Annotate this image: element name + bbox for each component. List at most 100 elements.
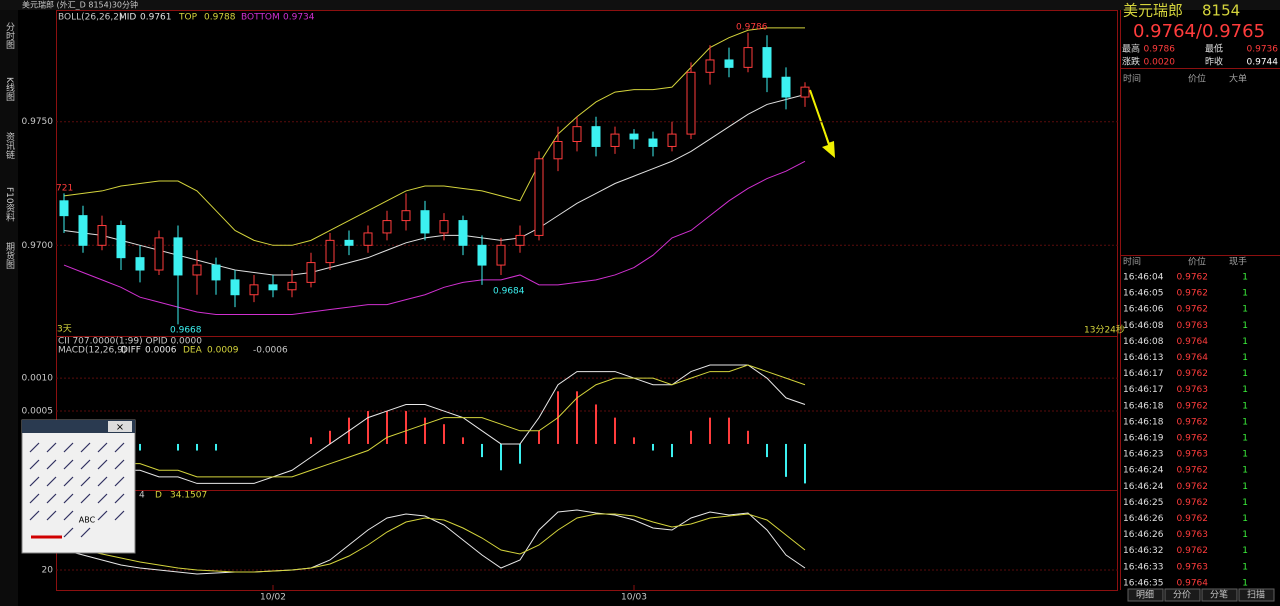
candle-body — [686, 71, 696, 135]
tick-price: 0.9762 — [1177, 466, 1209, 476]
tool-icon[interactable] — [114, 459, 125, 470]
tick-volume: 1 — [1242, 369, 1248, 379]
tool-icon[interactable] — [46, 510, 57, 521]
tick-time: 16:46:17 — [1123, 369, 1163, 379]
tool-icon[interactable] — [46, 476, 57, 487]
bottom-tab-label[interactable]: 明细 — [1136, 589, 1154, 601]
legend-title: BOLL(26,26,2) — [58, 13, 123, 23]
tool-icon[interactable] — [80, 442, 91, 453]
stat-label: 最高 — [1122, 43, 1140, 55]
tool-icon[interactable] — [29, 493, 40, 504]
y-tick-label: 0.9700 — [22, 241, 54, 251]
tool-icon[interactable] — [80, 527, 91, 538]
arrow — [809, 89, 832, 151]
candle-body — [515, 234, 525, 246]
bottom-tab-label[interactable]: 分价 — [1173, 590, 1191, 601]
toolbar-window — [21, 419, 136, 554]
bottom-tab[interactable] — [1127, 588, 1164, 602]
tick-time: 16:46:32 — [1123, 546, 1163, 556]
tool-icon[interactable] — [114, 493, 125, 504]
tool-icon[interactable] — [63, 476, 74, 487]
tool-icon[interactable] — [63, 510, 74, 521]
tool-icon[interactable] — [80, 476, 91, 487]
tool-icon[interactable] — [46, 459, 57, 470]
tool-icon[interactable] — [29, 476, 40, 487]
legend-fragment: 4 — [139, 491, 145, 501]
tick-volume: 1 — [1242, 546, 1248, 556]
tool-icon[interactable] — [63, 442, 74, 453]
side-tab[interactable]: 期货图 — [4, 242, 15, 270]
tick-time: 16:46:19 — [1123, 434, 1164, 444]
candle-body — [591, 126, 601, 147]
y-tick-label: 0.9750 — [22, 117, 54, 127]
tool-icon[interactable] — [97, 442, 108, 453]
bottom-tab[interactable] — [1201, 588, 1238, 602]
side-tab[interactable]: 分时图 — [4, 22, 15, 50]
candle-body — [420, 210, 430, 234]
candle-body — [325, 239, 335, 264]
tick-volume: 1 — [1242, 321, 1248, 331]
tick-volume: 1 — [1242, 337, 1248, 347]
tool-icon[interactable] — [97, 459, 108, 470]
tool-icon[interactable] — [63, 527, 74, 538]
candle-body — [724, 59, 734, 68]
side-tab[interactable]: 资讯链 — [4, 132, 15, 160]
tool-icon[interactable] — [114, 442, 125, 453]
column-header: 价位 — [1188, 256, 1206, 268]
candle-body — [762, 47, 772, 78]
price-annotation: 0.9668 — [170, 326, 202, 336]
price-annotation: 721 — [56, 184, 73, 194]
text-tool[interactable]: ABC — [79, 516, 96, 525]
tick-volume: 1 — [1242, 417, 1248, 427]
legend-value: 0.9788 — [204, 13, 236, 23]
side-tab[interactable]: K线图 — [4, 77, 15, 102]
stat-value: 0.9736 — [1247, 45, 1279, 55]
tick-price: 0.9763 — [1177, 562, 1209, 572]
stat-label: 涨跌 — [1122, 57, 1140, 68]
tool-icon[interactable] — [46, 493, 57, 504]
close-button[interactable] — [108, 421, 132, 432]
indicator-line — [63, 513, 806, 573]
tool-icon[interactable] — [29, 442, 40, 453]
tick-time: 16:46:08 — [1123, 321, 1164, 331]
tool-icon[interactable] — [97, 476, 108, 487]
bottom-tab-label[interactable]: 分笔 — [1210, 589, 1228, 601]
x-tick-label: 10/03 — [621, 593, 647, 603]
side-tab[interactable]: F10资料 — [4, 187, 15, 223]
tool-icon[interactable] — [114, 510, 125, 521]
tool-icon[interactable] — [97, 510, 108, 521]
tool-icon[interactable] — [80, 459, 91, 470]
candle-body — [705, 59, 715, 73]
tool-icon[interactable] — [29, 459, 40, 470]
tick-time: 16:46:13 — [1123, 353, 1163, 363]
candle-body — [477, 244, 487, 266]
price-annotation: 0.9684 — [493, 287, 525, 297]
tool-icon[interactable] — [63, 459, 74, 470]
tool-icon[interactable] — [114, 476, 125, 487]
tool-icon[interactable] — [29, 510, 40, 521]
bottom-tab[interactable] — [1164, 588, 1201, 602]
tool-icon[interactable] — [63, 493, 74, 504]
stat-value: 0.0020 — [1144, 58, 1176, 68]
legend-value: 0.9734 — [283, 13, 315, 23]
tool-icon[interactable] — [46, 442, 57, 453]
period-label: 3天 — [57, 325, 72, 335]
tick-time: 16:46:23 — [1123, 450, 1163, 460]
legend-name: DIFF — [121, 346, 141, 356]
bottom-tab[interactable] — [1238, 588, 1275, 602]
legend-value: 0.0006 — [145, 346, 177, 356]
legend-value: 0.0009 — [207, 346, 239, 356]
legend-value: 34.1507 — [170, 491, 207, 501]
candle-body — [97, 225, 107, 246]
candle-body — [249, 284, 259, 296]
tick-volume: 1 — [1242, 562, 1248, 572]
candle-body — [458, 220, 468, 246]
tool-icon[interactable] — [80, 493, 91, 504]
tool-icon[interactable] — [97, 493, 108, 504]
bottom-tab-label[interactable]: 扫描 — [1247, 589, 1265, 601]
close-icon[interactable]: × — [116, 422, 124, 433]
tick-volume: 1 — [1242, 578, 1248, 588]
